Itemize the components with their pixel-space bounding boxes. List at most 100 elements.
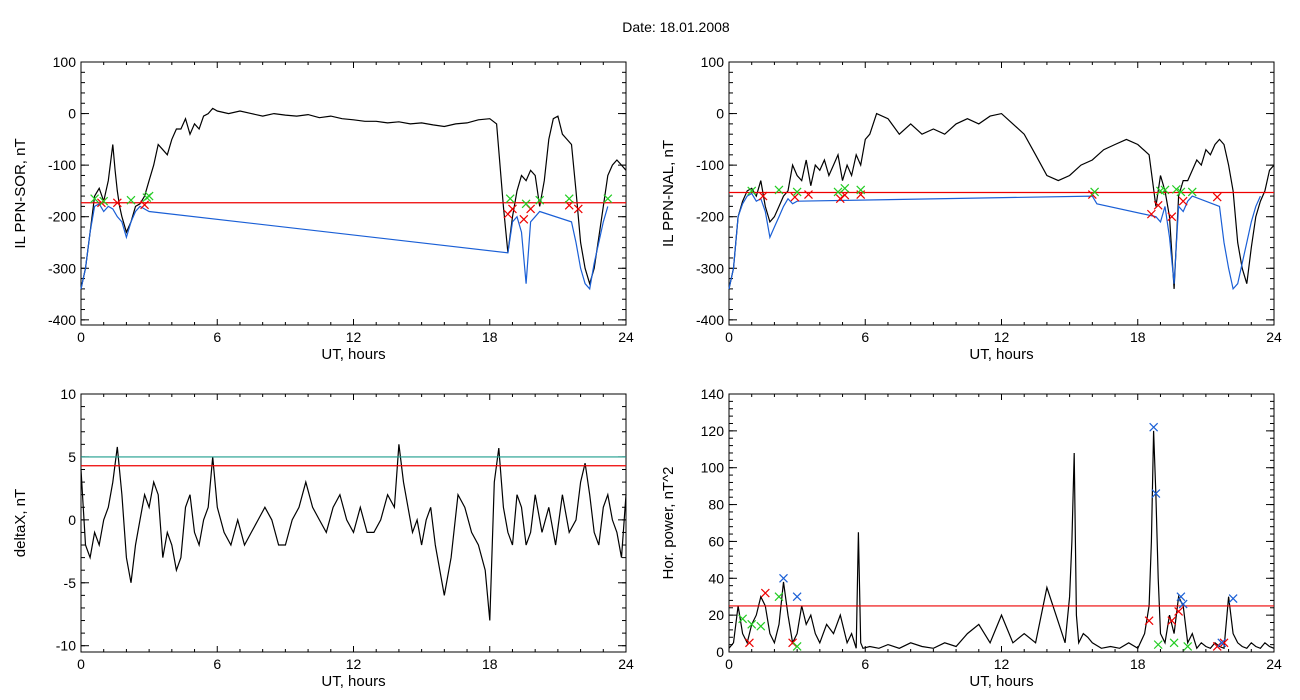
y-tick-label-sor: -100 bbox=[48, 157, 76, 173]
marker-green-nal bbox=[774, 185, 784, 195]
x-tick-label-nal: 0 bbox=[725, 329, 733, 345]
marker-green-sor bbox=[535, 195, 545, 205]
y-tick-label-power: 80 bbox=[708, 497, 724, 513]
marker-blue-power bbox=[779, 573, 788, 583]
marker-green-sor bbox=[505, 194, 515, 204]
marker-green-nal bbox=[1187, 187, 1197, 197]
plot-frame-sor bbox=[80, 61, 627, 326]
marker-green-nal bbox=[1090, 187, 1100, 197]
y-tick-label-sor: 0 bbox=[68, 106, 76, 122]
y-tick-label-deltax: -10 bbox=[56, 638, 76, 654]
marker-green-sor bbox=[99, 196, 109, 206]
y-axis-label-power: Hor. power, nT^2 bbox=[660, 467, 677, 580]
marker-red-sor bbox=[573, 204, 583, 214]
marker-red-sor bbox=[112, 198, 122, 208]
marker-red-nal bbox=[856, 190, 866, 199]
x-tick-label-deltax: 0 bbox=[77, 656, 85, 672]
marker-blue-power bbox=[1217, 638, 1227, 648]
y-tick-label-power: 0 bbox=[716, 644, 724, 660]
figure-title: Date: 18.01.2008 bbox=[622, 19, 730, 35]
marker-green-nal bbox=[747, 186, 757, 196]
marker-red-power bbox=[1174, 607, 1184, 616]
marker-red-nal bbox=[835, 194, 845, 204]
y-tick-label-sor: -300 bbox=[48, 260, 76, 276]
marker-red-sor bbox=[508, 204, 517, 214]
x-axis-label-power: UT, hours bbox=[969, 673, 1033, 690]
plot-frame-nal bbox=[728, 61, 1275, 326]
marker-green-power bbox=[1169, 638, 1179, 648]
x-axis-label-sor: UT, hours bbox=[321, 346, 385, 363]
marker-blue-power bbox=[1176, 592, 1186, 602]
marker-green-power bbox=[1183, 642, 1193, 651]
marker-green-nal bbox=[792, 187, 802, 197]
marker-green-power bbox=[738, 614, 748, 624]
x-tick-label-deltax: 12 bbox=[346, 656, 362, 672]
marker-red-nal bbox=[1146, 209, 1156, 219]
marker-green-sor bbox=[126, 195, 136, 205]
marker-red-nal bbox=[758, 191, 768, 201]
y-tick-label-nal: 0 bbox=[716, 106, 724, 122]
marker-green-sor bbox=[144, 191, 154, 201]
marker-blue-power bbox=[1151, 489, 1161, 498]
plot-frame-power bbox=[728, 393, 1275, 653]
marker-green-power bbox=[774, 592, 784, 602]
x-axis-label-nal: UT, hours bbox=[969, 346, 1033, 363]
marker-red-nal bbox=[840, 190, 850, 200]
y-tick-label-sor: -400 bbox=[48, 312, 76, 328]
marker-red-power bbox=[1144, 616, 1154, 626]
marker-green-nal bbox=[1171, 184, 1181, 194]
y-tick-label-nal: -100 bbox=[696, 157, 724, 173]
x-tick-label-deltax: 24 bbox=[618, 656, 634, 672]
marker-red-sor bbox=[519, 214, 529, 224]
y-tick-label-power: 120 bbox=[701, 423, 725, 439]
series-line-sor-1 bbox=[80, 202, 609, 291]
x-tick-label-power: 0 bbox=[725, 656, 733, 672]
marker-red-sor bbox=[564, 200, 574, 210]
y-tick-label-deltax: 10 bbox=[60, 386, 76, 402]
marker-green-nal bbox=[1160, 185, 1170, 195]
y-tick-label-sor: 100 bbox=[53, 54, 77, 70]
marker-red-power bbox=[760, 588, 770, 598]
y-tick-label-sor: -200 bbox=[48, 209, 76, 225]
marker-green-nal bbox=[833, 187, 843, 197]
marker-red-power bbox=[1167, 616, 1177, 626]
y-tick-label-deltax: 0 bbox=[68, 512, 76, 528]
marker-red-nal bbox=[790, 192, 800, 202]
y-tick-label-deltax: -5 bbox=[64, 575, 77, 591]
marker-blue-power bbox=[792, 592, 802, 602]
x-tick-label-sor: 24 bbox=[618, 329, 634, 345]
marker-green-power bbox=[1153, 640, 1163, 650]
series-line-deltax-0 bbox=[80, 444, 627, 621]
x-tick-label-sor: 6 bbox=[213, 329, 221, 345]
marker-red-sor bbox=[140, 200, 150, 210]
series-line-power-0 bbox=[728, 430, 1275, 650]
marker-red-nal bbox=[1178, 196, 1188, 206]
x-tick-label-nal: 18 bbox=[1130, 329, 1146, 345]
x-tick-label-power: 24 bbox=[1266, 656, 1282, 672]
marker-red-power bbox=[1219, 638, 1229, 648]
marker-blue-power bbox=[1149, 422, 1159, 432]
series-line-sor-0 bbox=[80, 107, 627, 290]
marker-red-power bbox=[745, 638, 754, 648]
x-tick-label-sor: 0 bbox=[77, 329, 85, 345]
y-tick-label-power: 40 bbox=[708, 570, 724, 586]
x-axis-label-deltax: UT, hours bbox=[321, 673, 385, 690]
x-tick-label-nal: 6 bbox=[861, 329, 869, 345]
marker-blue-power bbox=[1228, 594, 1238, 603]
marker-red-power bbox=[1212, 642, 1222, 651]
y-tick-label-power: 20 bbox=[708, 607, 724, 623]
series-line-nal-0 bbox=[728, 112, 1275, 290]
y-tick-label-nal: -300 bbox=[696, 260, 724, 276]
y-tick-label-nal: -400 bbox=[696, 312, 724, 328]
series-line-nal-1 bbox=[728, 192, 1261, 291]
marker-red-power bbox=[788, 638, 798, 648]
marker-green-nal bbox=[1176, 187, 1186, 197]
marker-green-sor bbox=[521, 199, 531, 209]
y-tick-label-deltax: 5 bbox=[68, 449, 76, 465]
y-tick-label-power: 60 bbox=[708, 533, 724, 549]
y-tick-label-nal: 100 bbox=[701, 54, 725, 70]
x-tick-label-nal: 12 bbox=[994, 329, 1010, 345]
marker-red-nal bbox=[1167, 212, 1177, 222]
